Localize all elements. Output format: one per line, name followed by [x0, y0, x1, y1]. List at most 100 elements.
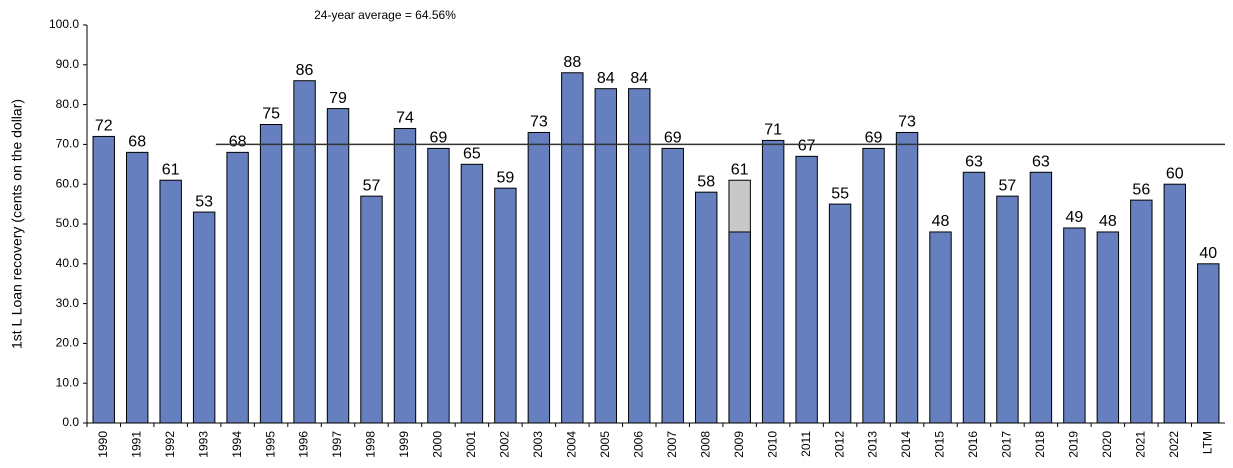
value-label: 55 [831, 185, 849, 202]
bar [561, 72, 584, 424]
value-label: 84 [630, 70, 648, 87]
value-label: 63 [1032, 153, 1050, 170]
x-tick-label: 2000 [431, 431, 445, 458]
value-label: 58 [697, 173, 715, 190]
bar [125, 151, 149, 424]
value-label: 69 [430, 130, 448, 147]
value-label: 69 [664, 130, 682, 147]
bar [326, 108, 350, 424]
value-label: 53 [195, 193, 213, 210]
x-tick-label: 2003 [531, 431, 545, 458]
bar [393, 127, 417, 424]
bar [259, 124, 283, 424]
value-label: 49 [1065, 209, 1083, 226]
bar [962, 171, 986, 424]
value-label: 71 [764, 122, 782, 139]
bar [159, 179, 182, 424]
bar [1029, 171, 1053, 424]
value-label: 84 [597, 70, 615, 87]
y-tick-label: 10.0 [56, 375, 80, 389]
x-tick-label: 2022 [1167, 431, 1181, 458]
value-label: 88 [563, 54, 581, 71]
x-tick-label: 2006 [631, 431, 645, 458]
bar [92, 135, 115, 424]
x-tick-label: 1994 [230, 431, 244, 458]
y-tick-label: 90.0 [56, 57, 80, 71]
bar [929, 231, 952, 424]
x-tick-label: 2004 [564, 431, 578, 458]
value-label: 68 [229, 134, 247, 151]
x-tick-label: 2016 [966, 431, 980, 458]
bar [661, 147, 684, 424]
bar [192, 211, 216, 424]
value-label: 40 [1199, 245, 1217, 262]
bar [628, 88, 651, 424]
value-label: 65 [463, 146, 481, 163]
value-label: 73 [530, 114, 548, 131]
x-tick-label: 2018 [1033, 431, 1047, 458]
y-tick-label: 40.0 [56, 256, 80, 270]
x-tick-label: 2005 [598, 431, 612, 458]
x-tick-label: 1998 [364, 431, 378, 458]
value-label: 75 [262, 106, 280, 123]
x-tick-label: 1999 [397, 431, 411, 458]
x-tick-label: 1995 [263, 431, 277, 458]
bar [694, 191, 718, 424]
bar [460, 163, 484, 424]
bar [828, 203, 852, 424]
bar [1063, 227, 1086, 424]
bar [1096, 231, 1120, 424]
x-tick-label: 2021 [1133, 431, 1147, 458]
y-tick-label: 50.0 [56, 216, 80, 230]
x-tick-label: 2007 [665, 431, 679, 458]
annotation: 24-year average = 64.56% [314, 8, 456, 22]
value-label: 72 [95, 118, 113, 135]
bar [862, 147, 885, 424]
y-tick-label: 60.0 [56, 176, 80, 190]
value-label: 48 [932, 213, 950, 230]
value-label: 61 [162, 161, 180, 178]
value-label: 68 [128, 134, 146, 151]
bar [1197, 263, 1220, 424]
bar [795, 155, 818, 424]
value-label: 61 [731, 161, 749, 178]
bar [761, 139, 785, 424]
value-label: 67 [798, 138, 816, 155]
value-label: 63 [965, 153, 983, 170]
bar [494, 187, 517, 424]
y-tick-label: 20.0 [56, 336, 80, 350]
x-tick-label: 2014 [899, 431, 913, 458]
y-tick-label: 0.0 [62, 415, 79, 429]
x-tick-label: 1997 [330, 431, 344, 458]
x-tick-label: 2012 [832, 431, 846, 458]
value-label: 69 [865, 130, 883, 147]
x-tick-label: LTM [1200, 431, 1214, 454]
x-tick-label: 2010 [765, 431, 779, 458]
bar [293, 80, 316, 424]
x-tick-label: 1993 [196, 431, 210, 458]
value-label: 79 [329, 90, 347, 107]
value-label: 86 [296, 62, 314, 79]
bar [1130, 199, 1153, 424]
bar [226, 151, 249, 424]
x-tick-label: 2015 [933, 431, 947, 458]
x-tick-label: 1996 [297, 431, 311, 458]
x-tick-label: 2001 [464, 431, 478, 458]
bar [895, 131, 919, 424]
x-tick-label: 2013 [866, 431, 880, 458]
bar [728, 231, 751, 424]
bar [996, 195, 1019, 424]
value-label: 57 [363, 177, 381, 194]
x-tick-label: 2011 [799, 431, 813, 457]
y-tick-label: 30.0 [56, 296, 80, 310]
value-label: 73 [898, 114, 916, 131]
value-label: 59 [496, 169, 514, 186]
value-label: 48 [1099, 213, 1117, 230]
bar [594, 88, 618, 424]
y-tick-label: 100.0 [49, 17, 79, 31]
x-tick-label: 1992 [163, 431, 177, 458]
bar [360, 195, 383, 424]
value-label: 57 [999, 177, 1017, 194]
x-tick-label: 2017 [1000, 431, 1014, 458]
